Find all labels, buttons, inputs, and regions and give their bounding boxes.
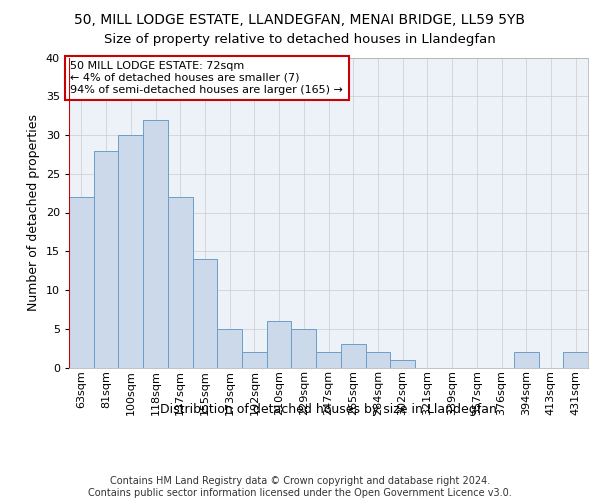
Bar <box>316 352 341 368</box>
Text: Distribution of detached houses by size in Llandegfan: Distribution of detached houses by size … <box>160 402 497 415</box>
Bar <box>341 344 365 368</box>
Text: Contains HM Land Registry data © Crown copyright and database right 2024.
Contai: Contains HM Land Registry data © Crown c… <box>88 476 512 498</box>
Bar <box>69 197 94 368</box>
Bar <box>94 150 118 368</box>
Text: Size of property relative to detached houses in Llandegfan: Size of property relative to detached ho… <box>104 32 496 46</box>
Bar <box>365 352 390 368</box>
Y-axis label: Number of detached properties: Number of detached properties <box>27 114 40 311</box>
Text: 50, MILL LODGE ESTATE, LLANDEGFAN, MENAI BRIDGE, LL59 5YB: 50, MILL LODGE ESTATE, LLANDEGFAN, MENAI… <box>74 12 526 26</box>
Bar <box>118 135 143 368</box>
Bar <box>168 197 193 368</box>
Bar <box>143 120 168 368</box>
Bar <box>292 329 316 368</box>
Bar <box>217 329 242 368</box>
Text: 50 MILL LODGE ESTATE: 72sqm
← 4% of detached houses are smaller (7)
94% of semi-: 50 MILL LODGE ESTATE: 72sqm ← 4% of deta… <box>70 62 343 94</box>
Bar <box>267 321 292 368</box>
Bar <box>193 259 217 368</box>
Bar <box>514 352 539 368</box>
Bar <box>563 352 588 368</box>
Bar <box>242 352 267 368</box>
Bar <box>390 360 415 368</box>
